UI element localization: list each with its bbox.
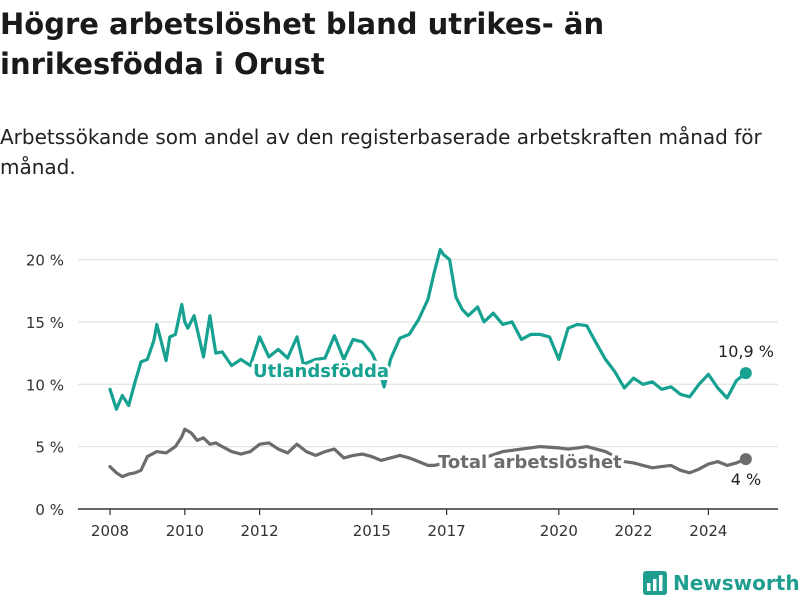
end-label-total: 4 % [731,470,761,489]
chart-title: Högre arbetslöshet bland utrikes- än inr… [0,7,605,81]
newsworthy-logo: Newsworthy [643,568,800,598]
series-labels: Utlandsfödda Total arbetslöshet 10,9 % 4 % [250,342,774,489]
x-axis-ticks: 2008 2010 2012 2015 2017 2020 2022 2024 [91,509,727,540]
end-point-utlandsfodda [739,367,752,380]
brand-name: Newsworthy [673,571,800,595]
newsworthy-logo-icon [643,571,667,595]
chart-subtitle: Arbetssökande som andel av den registerb… [0,125,762,179]
x-tick-label: 2012 [241,522,279,540]
y-axis-ticks: 0 % 5 % 10 % 15 % 20 % [26,252,64,519]
y-tick-label: 5 % [35,439,64,457]
grid-lines [78,259,778,510]
y-tick-label: 20 % [26,252,64,270]
series-line-utlandsfodda [108,248,748,411]
series-label-utlandsfodda: Utlandsfödda [253,361,389,382]
x-tick-label: 2010 [166,522,204,540]
y-tick-label: 10 % [26,376,64,394]
x-tick-label: 2022 [615,522,653,540]
x-tick-label: 2017 [428,522,466,540]
x-tick-label: 2020 [540,522,578,540]
y-tick-label: 0 % [35,501,64,519]
series-lines [108,248,752,479]
x-tick-label: 2008 [91,522,129,540]
y-tick-label: 15 % [26,314,64,332]
end-point-total [739,453,752,466]
x-tick-label: 2015 [353,522,391,540]
x-tick-label: 2024 [689,522,727,540]
series-label-total: Total arbetslöshet [438,452,622,473]
series-line-total [108,427,748,479]
end-label-utlandsfodda: 10,9 % [718,342,774,361]
